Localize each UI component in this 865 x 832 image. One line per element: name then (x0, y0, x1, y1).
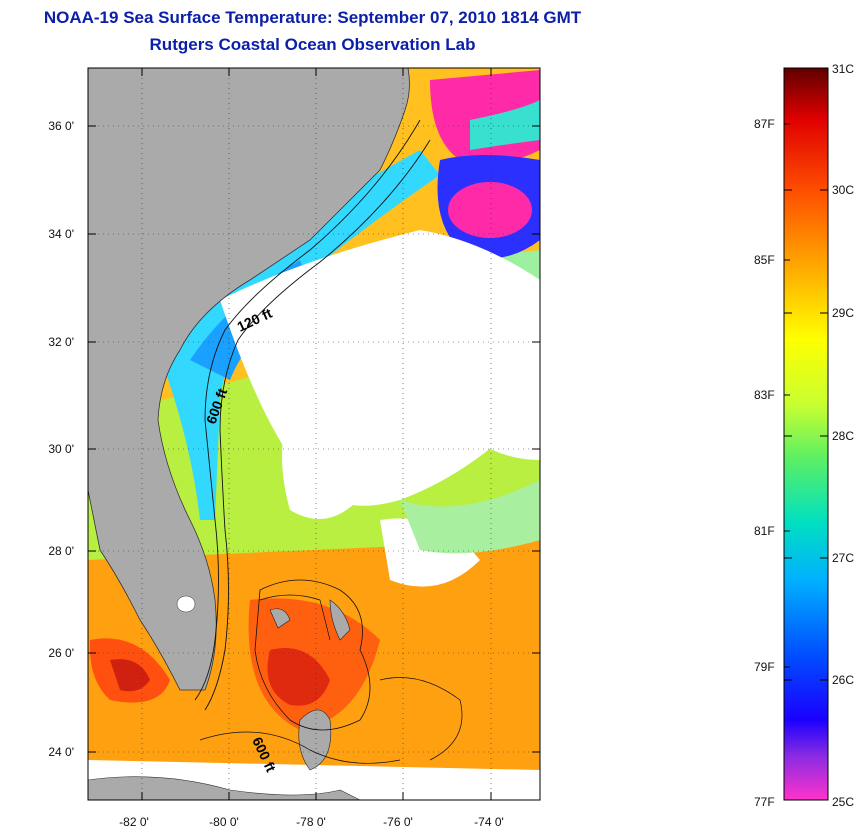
lon-label-74: -74 0' (474, 815, 504, 829)
axis-ticks (88, 68, 540, 800)
colorbar-label-81f: 81F (754, 524, 775, 538)
lon-label-78: -78 0' (296, 815, 326, 829)
sst-field (88, 68, 540, 800)
colorbar-label-83f: 83F (754, 388, 775, 402)
colorbar-label-87f: 87F (754, 117, 775, 131)
colorbar-label-25c: 25C (832, 795, 855, 809)
map-title: NOAA-19 Sea Surface Temperature: Septemb… (43, 8, 582, 27)
colorbar-label-30c: 30C (832, 183, 855, 197)
lat-label-34: 34 0' (48, 227, 74, 241)
lat-label-24: 24 0' (48, 745, 74, 759)
lat-label-36: 36 0' (48, 119, 74, 133)
colorbar (783, 67, 829, 801)
lon-label-82: -82 0' (119, 815, 149, 829)
lat-label-26: 26 0' (48, 646, 74, 660)
lat-label-30: 30 0' (48, 442, 74, 456)
colorbar-label-77f: 77F (754, 795, 775, 809)
lon-label-80: -80 0' (209, 815, 239, 829)
land-mainland (88, 68, 410, 691)
lat-label-28: 28 0' (48, 544, 74, 558)
land-cuba (88, 776, 361, 800)
colorbar-label-27c: 27C (832, 551, 855, 565)
colorbar-ticks (784, 123, 828, 681)
colorbar-label-29c: 29C (832, 306, 855, 320)
lat-label-32: 32 0' (48, 335, 74, 349)
map-subtitle: Rutgers Coastal Ocean Observation Lab (149, 35, 476, 54)
colorbar-label-31c: 31C (832, 62, 855, 76)
graticule (88, 68, 540, 800)
colorbar-label-79f: 79F (754, 660, 775, 674)
land-bahamas (298, 709, 332, 771)
map-frame (87, 67, 541, 801)
colorbar-label-28c: 28C (832, 429, 855, 443)
lon-label-76: -76 0' (383, 815, 413, 829)
colorbar-label-85f: 85F (754, 253, 775, 267)
colorbar-label-26c: 26C (832, 673, 855, 687)
